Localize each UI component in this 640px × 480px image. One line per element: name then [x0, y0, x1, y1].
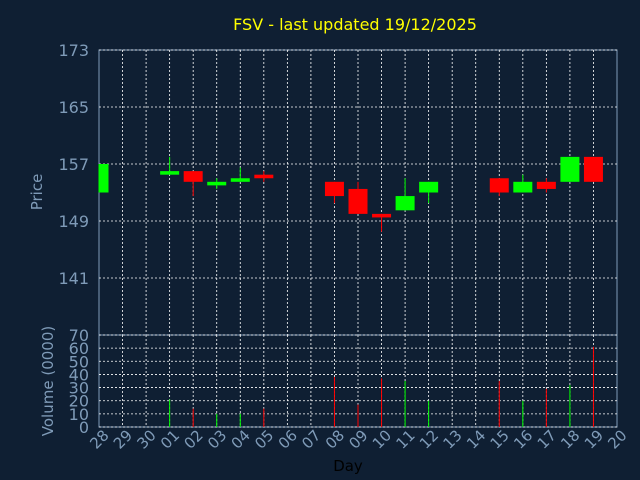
candle-body — [536, 181, 556, 189]
day-tick-label: 01 — [157, 426, 183, 452]
day-tick-label: 30 — [133, 426, 159, 452]
candle-body — [99, 164, 109, 193]
day-tick-label: 28 — [86, 426, 112, 452]
price-tick-label: 157 — [58, 155, 89, 174]
day-tick-label: 17 — [534, 426, 560, 452]
candle-body — [395, 196, 415, 211]
candle-body — [560, 156, 580, 182]
day-tick-label: 06 — [275, 426, 301, 452]
day-tick-label: 05 — [251, 426, 277, 452]
volume-tick-label: 0 — [79, 418, 89, 437]
candle-body — [513, 181, 533, 193]
candle-body — [348, 188, 368, 214]
day-tick-label: 03 — [204, 426, 230, 452]
day-tick-label: 09 — [345, 426, 371, 452]
day-tick-label: 18 — [557, 426, 583, 452]
price-tick-label: 141 — [58, 269, 89, 288]
day-tick-label: 15 — [487, 426, 513, 452]
chart-title: FSV - last updated 19/12/2025 — [233, 15, 477, 34]
candle-body — [372, 213, 392, 218]
price-tick-label: 173 — [58, 41, 89, 60]
price-tick-label: 165 — [58, 98, 89, 117]
day-tick-label: 16 — [510, 426, 536, 452]
x-axis-label: Day — [333, 457, 363, 475]
day-tick-label: 20 — [604, 426, 630, 452]
day-tick-label: 12 — [416, 426, 442, 452]
candle-body — [160, 171, 180, 175]
volume-tick-label: 30 — [69, 379, 89, 398]
volume-axis-label: Volume (0000) — [39, 326, 57, 436]
volume-tick-label: 20 — [69, 392, 89, 411]
day-tick-label: 29 — [110, 426, 136, 452]
day-tick-label: 14 — [463, 426, 489, 452]
candle-body — [583, 156, 603, 182]
candle-body — [324, 181, 344, 197]
day-tick-label: 07 — [298, 426, 324, 452]
candle-body — [230, 178, 250, 182]
day-tick-label: 11 — [392, 426, 418, 452]
volume-tick-label: 10 — [69, 405, 89, 424]
volume-tick-label: 50 — [69, 352, 89, 371]
volume-tick-label: 60 — [69, 339, 89, 358]
day-tick-label: 19 — [581, 426, 607, 452]
volume-tick-label: 70 — [69, 326, 89, 345]
price-panel: 173 165 157 149 141 — [58, 41, 618, 336]
price-axis-label: Price — [28, 174, 46, 211]
candle-body — [183, 171, 203, 182]
candle-body — [254, 174, 274, 179]
candle-body — [419, 181, 439, 193]
candle-body — [489, 178, 509, 193]
x-axis-tick-labels: 2829300102030405060708091011121314151617… — [86, 426, 630, 452]
day-tick-label: 13 — [440, 426, 466, 452]
day-tick-label: 02 — [181, 426, 207, 452]
day-tick-label: 04 — [228, 426, 254, 452]
volume-tick-label: 40 — [69, 365, 89, 384]
day-tick-label: 10 — [369, 426, 395, 452]
price-tick-label: 149 — [58, 212, 89, 231]
candle-body — [207, 181, 227, 186]
day-tick-label: 08 — [322, 426, 348, 452]
